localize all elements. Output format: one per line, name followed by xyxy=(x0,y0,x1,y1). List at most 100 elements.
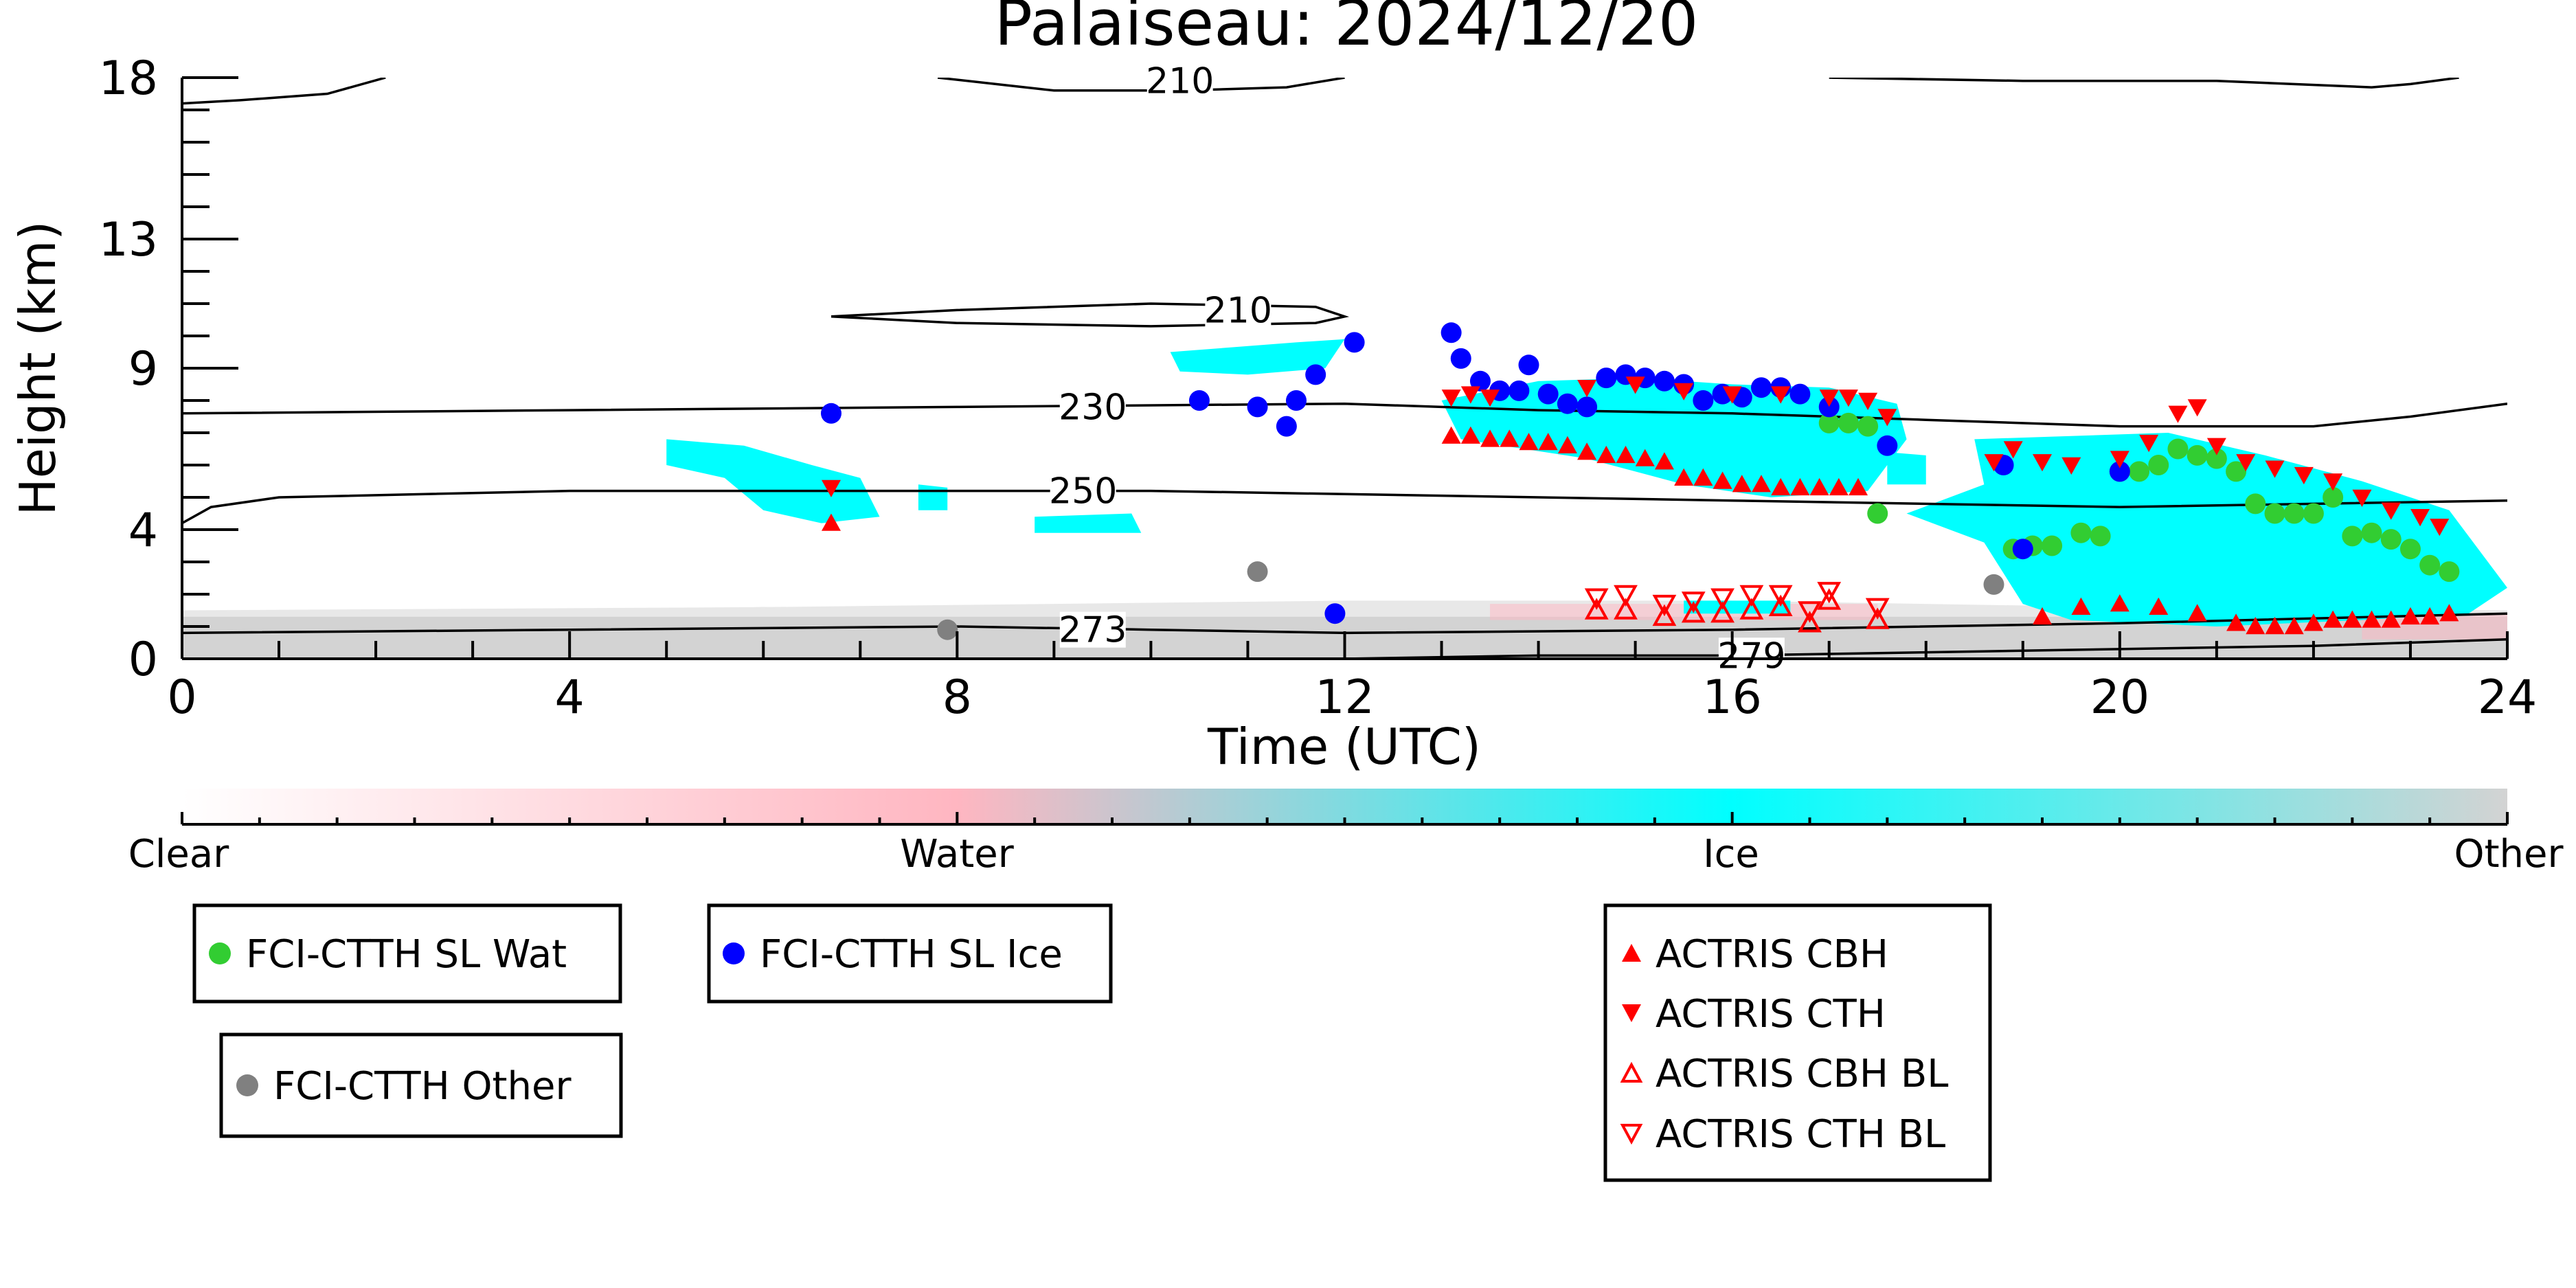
legend-ice: FCI-CTTH SL Ice xyxy=(707,903,1113,1004)
fci-ctth-sl-wat-point-23 xyxy=(2380,529,2402,550)
y-tick-label-13: 13 xyxy=(98,213,158,267)
fci-ctth-sl-ice-point-28 xyxy=(1818,396,1840,418)
x-tick-label-24: 24 xyxy=(2478,670,2538,725)
fci-ctth-sl-ice-point-3 xyxy=(1276,416,1297,437)
actris-cth-point-23 xyxy=(2265,460,2285,478)
actris-cth-point-21 xyxy=(2206,438,2226,455)
legend-actris: ACTRIS CBH ACTRIS CTH ACTRIS CBH BL ACTR… xyxy=(1603,903,1992,1182)
actris-cbh-point-8 xyxy=(1577,442,1597,460)
colorbar-label-water: Water xyxy=(900,832,1015,877)
fci-ctth-sl-wat-point-17 xyxy=(2264,503,2285,524)
y-tick-label-0: 0 xyxy=(128,633,158,687)
x-tick-label-20: 20 xyxy=(2090,670,2150,725)
fci-ctth-sl-wat-point-21 xyxy=(2342,526,2363,547)
colorbar-label-clear: Clear xyxy=(128,832,229,877)
actris-cbh-bl-point-5 xyxy=(1739,598,1764,620)
fci-ctth-sl-wat-point-2 xyxy=(1857,416,1879,437)
colorbar-label-ice: Ice xyxy=(1703,832,1759,877)
actris-cth-point-7 xyxy=(1722,386,1742,404)
fci-ctth-sl-ice-point-13 xyxy=(1518,354,1539,376)
actris-cbh-point-7 xyxy=(1557,436,1577,453)
y-tick-label-9: 9 xyxy=(128,342,158,396)
fci-ctth-other-point-2 xyxy=(1983,574,2004,595)
actris-cbh-bl-point-9 xyxy=(1865,607,1890,629)
fci-ctth-sl-ice-point-15 xyxy=(1557,393,1578,414)
ice-field-3 xyxy=(1035,513,1142,533)
contour-label-6: 273 xyxy=(1059,610,1127,651)
fci-ctth-sl-wat-point-25 xyxy=(2419,554,2441,576)
actris-cbh-bl-point-3 xyxy=(1681,601,1706,623)
fci-ctth-sl-wat-point-15 xyxy=(2226,461,2247,482)
contour-line-2 xyxy=(1829,78,2459,89)
actris-cth-point-9 xyxy=(1819,389,1839,407)
actris-cbh-point-15 xyxy=(1713,471,1732,489)
actris-cth-bl-point-1 xyxy=(1614,585,1638,607)
contour-label-bg-1 xyxy=(1146,63,1213,99)
actris-cbh-point-5 xyxy=(1519,433,1539,451)
contour-label-bg-4 xyxy=(1059,389,1126,425)
actris-cbh-bl-point-0 xyxy=(1584,598,1609,620)
actris-cbh-point-36 xyxy=(2381,610,2401,628)
actris-cbh-point-30 xyxy=(2265,617,2285,635)
contour-label-bg-6 xyxy=(1059,611,1126,648)
actris-cth-bl-point-2 xyxy=(1652,594,1677,617)
actris-cth-bl-point-9 xyxy=(1865,598,1890,620)
actris-cth-point-0 xyxy=(821,479,841,497)
fci-ctth-sl-wat-point-12 xyxy=(2167,438,2189,460)
y-tick-label-18: 18 xyxy=(98,52,158,106)
actris-cbh-point-33 xyxy=(2323,610,2343,628)
actris-cth-point-4 xyxy=(1577,380,1597,398)
actris-cth-point-29 xyxy=(2430,519,2450,536)
fci-ctth-sl-wat-point-7 xyxy=(2070,522,2092,543)
actris-cbh-point-14 xyxy=(1693,468,1713,486)
actris-cbh-point-2 xyxy=(1460,426,1480,444)
actris-cbh-point-25 xyxy=(2110,594,2129,612)
ice-field-6 xyxy=(1684,600,1791,614)
fci-ctth-sl-ice-point-0 xyxy=(820,403,841,424)
fci-ctth-sl-wat-point-16 xyxy=(2245,493,2266,515)
actris-cth-point-20 xyxy=(2187,399,2207,417)
fci-ctth-sl-wat-point-1 xyxy=(1838,412,1859,433)
actris-cth-point-11 xyxy=(1858,392,1878,410)
actris-cbh-bl-point-1 xyxy=(1614,598,1638,620)
actris-cth-point-19 xyxy=(2168,405,2188,423)
actris-cth-bl-point-0 xyxy=(1584,588,1609,610)
actris-cth-point-15 xyxy=(2033,454,2052,472)
actris-cbh-point-34 xyxy=(2342,610,2362,628)
fci-ctth-sl-ice-point-16 xyxy=(1577,396,1598,418)
legend-label-cbh: ACTRIS CBH xyxy=(1656,932,1888,977)
fci-ctth-sl-ice-point-9 xyxy=(1450,348,1471,369)
actris-cbh-point-22 xyxy=(1849,477,1868,496)
fci-ctth-sl-ice-point-14 xyxy=(1537,383,1559,405)
actris-cbh-point-6 xyxy=(1538,433,1558,451)
fci-ctth-sl-ice-point-4 xyxy=(1285,390,1307,411)
actris-cbh-point-4 xyxy=(1500,429,1519,447)
ice-field-7 xyxy=(1906,433,2507,626)
x-tick-label-4: 4 xyxy=(555,670,585,725)
actris-cth-bl-point-4 xyxy=(1710,588,1735,610)
legend-label-wat: FCI-CTTH SL Wat xyxy=(246,932,567,977)
ice-field-5 xyxy=(1441,378,1907,497)
fci-ctth-sl-wat-point-18 xyxy=(2283,503,2305,524)
actris-cbh-point-18 xyxy=(1771,477,1791,496)
fci-ctth-sl-wat-point-13 xyxy=(2187,444,2208,466)
actris-cbh-point-1 xyxy=(1441,426,1461,444)
x-tick-label-16: 16 xyxy=(1702,670,1762,725)
actris-cth-point-2 xyxy=(1460,386,1480,404)
contour-label-bg-7 xyxy=(1718,637,1785,674)
y-axis-label: Height (km) xyxy=(9,221,67,516)
x-tick-label-12: 12 xyxy=(1315,670,1375,725)
fci-ctth-sl-ice-point-2 xyxy=(1247,396,1268,418)
actris-cth-point-17 xyxy=(2110,451,2129,468)
contour-line-4 xyxy=(182,402,2507,428)
actris-cth-point-10 xyxy=(1838,389,1858,407)
actris-cth-point-5 xyxy=(1625,376,1645,394)
x-ticks: 0 4 8 12 16 20 24 xyxy=(167,631,2537,725)
fci-ctth-sl-wat-point-6 xyxy=(2042,535,2063,556)
actris-cbh-point-21 xyxy=(1829,477,1849,496)
actris-cbh-point-0 xyxy=(821,513,841,531)
y-tick-label-4: 4 xyxy=(128,504,158,558)
actris-cth-point-26 xyxy=(2352,489,2372,507)
fci-ctth-sl-ice-point-12 xyxy=(1509,380,1530,401)
